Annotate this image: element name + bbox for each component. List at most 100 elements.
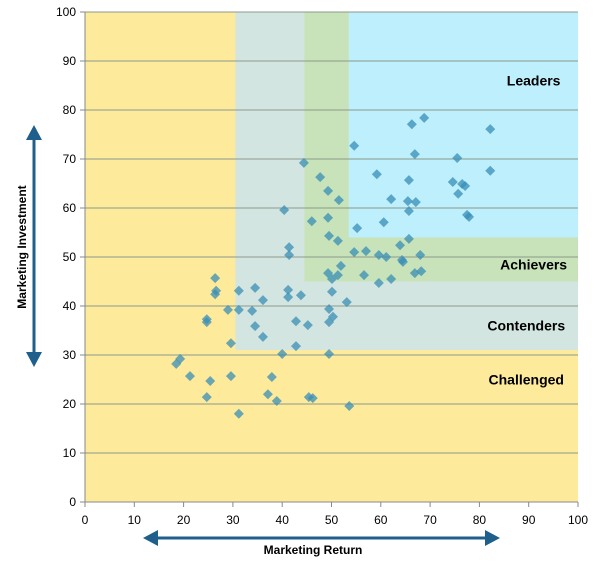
y-tick-label: 20 — [63, 397, 77, 411]
data-point — [225, 371, 236, 382]
data-point — [349, 247, 360, 258]
data-point — [397, 256, 408, 267]
data-point — [371, 169, 382, 180]
data-point — [283, 292, 294, 303]
data-point — [419, 112, 430, 123]
data-point — [324, 303, 335, 314]
x-tick-label: 30 — [226, 513, 240, 527]
y-tick-label: 60 — [63, 201, 77, 215]
data-point — [291, 316, 302, 327]
data-point — [341, 297, 352, 308]
y-tick-label: 40 — [63, 299, 77, 313]
data-point — [386, 194, 397, 205]
data-point — [210, 273, 221, 284]
data-point — [266, 372, 277, 383]
data-point — [361, 246, 372, 257]
data-point — [327, 311, 338, 322]
data-point — [291, 341, 302, 352]
data-point — [344, 400, 355, 411]
data-point — [257, 295, 268, 306]
data-point — [307, 393, 318, 404]
data-point — [250, 321, 261, 332]
region-label: Challenged — [489, 372, 564, 388]
data-point — [352, 223, 363, 234]
data-point — [410, 197, 421, 208]
data-point — [406, 119, 417, 130]
data-point — [247, 305, 258, 316]
data-point — [359, 270, 370, 281]
data-point — [485, 124, 496, 135]
data-point — [452, 153, 463, 164]
data-point — [271, 396, 282, 407]
x-tick-label: 70 — [423, 513, 437, 527]
x-tick-label: 80 — [473, 513, 487, 527]
y-arrow-head-down — [26, 352, 42, 367]
region-labels: Leaders Achievers Contenders Challenged — [487, 73, 567, 388]
data-point — [233, 304, 244, 315]
x-tick-label: 100 — [568, 513, 588, 527]
data-point — [326, 274, 337, 285]
y-axis-title: Marketing Investment — [15, 185, 29, 308]
data-point — [409, 149, 420, 160]
data-point — [403, 205, 414, 216]
data-point — [222, 304, 233, 315]
x-tick-label: 0 — [82, 513, 89, 527]
data-point — [262, 389, 273, 400]
data-point — [295, 290, 306, 301]
data-point — [283, 284, 294, 295]
tick-labels: 0 10 20 30 40 50 60 70 80 90 100 0 10 20 30 40 50 60 70 80 9… — [56, 5, 588, 527]
data-point — [225, 338, 236, 349]
data-point — [279, 204, 290, 215]
region-label: Leaders — [507, 73, 561, 89]
x-tick-label: 40 — [276, 513, 290, 527]
data-point — [284, 242, 295, 253]
x-arrow-head-left — [143, 530, 158, 546]
region-leaders — [348, 12, 578, 238]
y-tick-label: 80 — [63, 103, 77, 117]
data-point — [403, 233, 414, 244]
data-point — [298, 157, 309, 168]
data-point — [326, 286, 337, 297]
y-tick-label: 0 — [69, 495, 76, 509]
data-points — [171, 112, 496, 419]
data-point — [373, 277, 384, 288]
data-point — [381, 252, 392, 262]
data-point — [233, 285, 244, 296]
x-tick-label: 20 — [177, 513, 191, 527]
data-point — [485, 165, 496, 176]
y-tick-label: 10 — [63, 446, 77, 460]
x-axis-title-group: Marketing Return — [143, 530, 500, 557]
data-point — [306, 216, 317, 227]
data-point — [284, 250, 295, 261]
data-point — [324, 349, 335, 360]
data-point — [386, 274, 397, 285]
x-axis-title: Marketing Return — [264, 543, 363, 557]
data-point — [257, 331, 268, 342]
data-point — [416, 266, 427, 277]
gridlines — [84, 11, 578, 503]
data-point — [277, 349, 288, 360]
data-point — [349, 140, 360, 151]
data-point — [373, 250, 384, 261]
x-tick-label: 60 — [374, 513, 388, 527]
data-point — [201, 317, 212, 328]
region-label: Contenders — [487, 318, 565, 334]
data-point — [323, 185, 334, 196]
data-point — [210, 289, 221, 300]
data-point — [464, 211, 475, 222]
y-tick-label: 90 — [63, 54, 77, 68]
y-arrow-head-up — [26, 125, 42, 140]
data-point — [335, 260, 346, 271]
data-point — [324, 230, 335, 241]
data-point — [302, 320, 313, 331]
data-point — [332, 235, 343, 246]
y-tick-label: 100 — [56, 5, 76, 19]
x-tick-label: 90 — [522, 513, 536, 527]
y-axis-title-group: Marketing Investment — [15, 125, 42, 367]
data-point — [395, 240, 406, 251]
region-label: Achievers — [500, 256, 567, 272]
data-point — [323, 212, 334, 223]
data-point — [402, 196, 413, 207]
x-tick-label: 50 — [325, 513, 339, 527]
